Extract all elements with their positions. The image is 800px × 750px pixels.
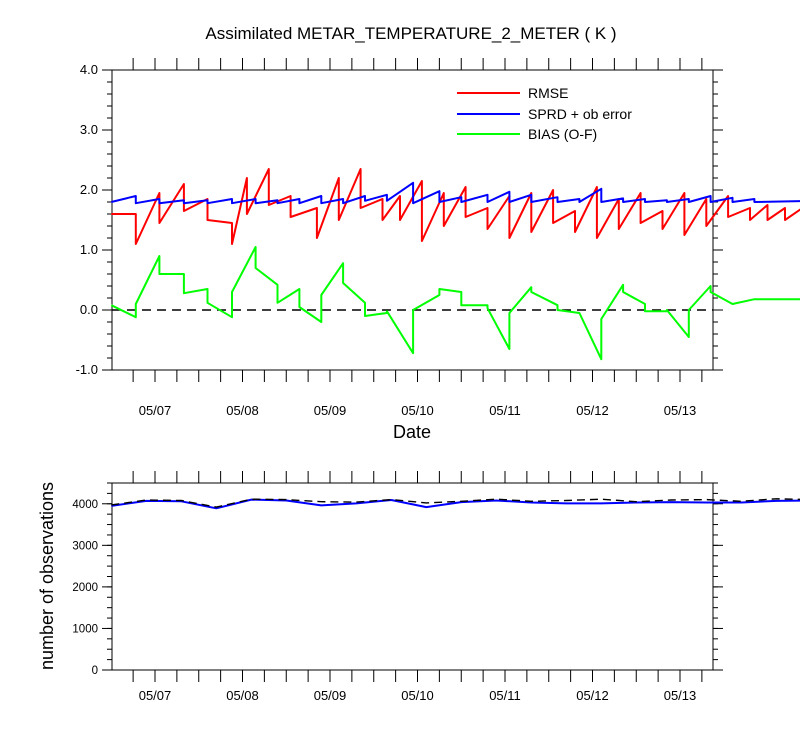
x-tick-label: 05/13 (664, 403, 697, 418)
series-1-line (111, 498, 800, 508)
plot-frame (111, 482, 714, 671)
y-tick-label: 1000 (72, 623, 98, 635)
plot-frame (111, 69, 714, 371)
x-tick-label: 05/08 (226, 403, 259, 418)
legend-rmse-label: RMSE (528, 85, 568, 101)
y-tick-label: 0.0 (80, 302, 98, 317)
y-tick-label: 3.0 (80, 122, 98, 137)
x-tick-label: 05/10 (401, 688, 434, 703)
x-tick-label: 05/09 (314, 688, 347, 703)
x-axis-title: Date (393, 422, 431, 442)
x-tick-label: 05/12 (576, 688, 609, 703)
chart-title: Assimilated METAR_TEMPERATURE_2_METER ( … (205, 24, 616, 43)
x-tick-label: 05/13 (664, 688, 697, 703)
rmse-line (111, 168, 800, 245)
x-tick-label: 05/12 (576, 403, 609, 418)
x-tick-label: 05/08 (226, 688, 259, 703)
sprd-ob-error-line (111, 181, 800, 205)
legend-bias-label: BIAS (O-F) (528, 126, 597, 142)
y-tick-label: 4.0 (80, 62, 98, 77)
legend: RMSE SPRD + ob error BIAS (O-F) (457, 85, 632, 142)
top-panel: 05/07 05/08 05/09 05/10 05/11 05/12 05/13 -1.0 0… (76, 58, 800, 442)
series-0-line (111, 498, 800, 510)
y-tick-label: 2000 (72, 582, 98, 594)
y-tick-label: 4000 (72, 499, 98, 511)
legend-sprd-label: SPRD + ob error (528, 106, 632, 122)
x-tick-label: 05/10 (401, 403, 434, 418)
x-tick-label: 05/11 (489, 688, 521, 703)
x-tick-label: 05/09 (314, 403, 347, 418)
y-tick-label: 1.0 (80, 242, 98, 257)
y-tick-label: 3000 (72, 540, 98, 552)
x-tick-label: 05/07 (139, 403, 172, 418)
y-tick-label: 2.0 (80, 182, 98, 197)
x-tick-label: 05/07 (139, 688, 172, 703)
bias-o-f-line (110, 246, 800, 361)
y-tick-label: 0 (92, 665, 98, 677)
x-tick-label: 05/11 (489, 403, 521, 418)
y-tick-label: -1.0 (76, 362, 98, 377)
y-axis-title: number of observations (37, 482, 57, 670)
bottom-panel: 05/07 05/08 05/09 05/10 05/11 05/12 05/13 0 1000… (37, 471, 800, 703)
